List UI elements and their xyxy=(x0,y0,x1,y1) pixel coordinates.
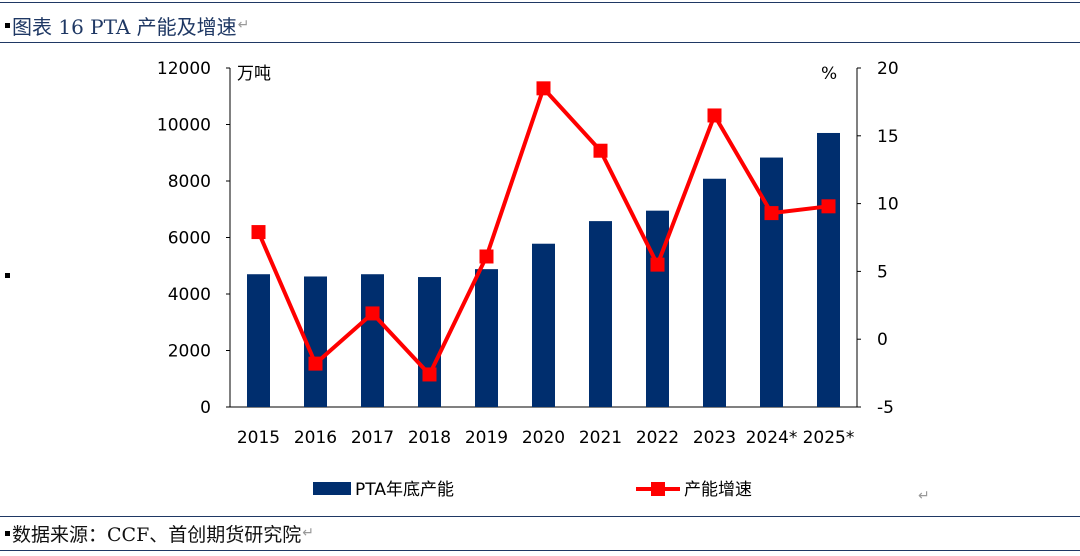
left-tick-label: 10000 xyxy=(157,116,211,136)
line-marker xyxy=(308,356,323,371)
line-marker xyxy=(536,81,551,96)
bar-capacity xyxy=(817,132,840,407)
x-tick-label: 2015 xyxy=(237,428,280,448)
x-tick-label: 2021 xyxy=(579,428,622,448)
left-tick-label: 12000 xyxy=(157,59,211,79)
line-marker xyxy=(764,206,779,221)
line-marker xyxy=(593,143,608,158)
x-tick-label: 2024* xyxy=(746,428,798,448)
line-marker xyxy=(707,108,722,123)
bar-capacity xyxy=(304,276,327,407)
bar-capacity xyxy=(361,274,384,407)
legend-swatch-marker xyxy=(651,482,665,496)
legend-label-line: 产能增速 xyxy=(684,480,752,500)
figure-title-bar: 图表 16 PTA 产能及增速 ↵ xyxy=(0,8,1080,42)
line-marker xyxy=(650,257,665,272)
right-tick-label: 20 xyxy=(877,59,899,79)
line-marker xyxy=(821,199,836,214)
bar-capacity xyxy=(589,221,612,407)
line-marker xyxy=(365,306,380,321)
right-tick-label: -5 xyxy=(877,398,894,418)
x-tick-label: 2022 xyxy=(636,428,679,448)
line-marker xyxy=(251,225,266,240)
paragraph-mark-icon: ↵ xyxy=(237,17,250,33)
x-tick-label: 2017 xyxy=(351,428,394,448)
source-bar: 数据来源：CCF、首创期货研究院 ↵ xyxy=(0,518,1080,548)
legend-swatch-bar xyxy=(313,482,351,495)
right-tick-label: 10 xyxy=(877,195,899,215)
x-tick-label: 2016 xyxy=(294,428,337,448)
paragraph-bullet xyxy=(5,273,10,278)
bar-capacity xyxy=(247,274,270,407)
x-tick-label: 2018 xyxy=(408,428,451,448)
paragraph-mark-icon: ↵ xyxy=(918,488,930,504)
source-bullet xyxy=(5,530,10,536)
left-tick-label: 4000 xyxy=(168,285,211,305)
top-rule xyxy=(0,2,1080,3)
x-tick-label: 2023 xyxy=(693,428,736,448)
figure-title: 图表 16 PTA 产能及增速 xyxy=(12,14,237,39)
x-tick-label: 2025* xyxy=(803,428,855,448)
left-tick-label: 2000 xyxy=(168,342,211,362)
title-bullet xyxy=(5,22,10,28)
bar-capacity xyxy=(475,269,498,407)
left-tick-label: 6000 xyxy=(168,229,211,249)
line-marker xyxy=(479,249,494,264)
x-tick-label: 2020 xyxy=(522,428,565,448)
line-marker xyxy=(422,367,437,382)
title-underline xyxy=(0,42,1080,43)
right-tick-label: 15 xyxy=(877,127,899,147)
bar-capacity xyxy=(418,277,441,407)
source-top-rule xyxy=(0,516,1080,517)
paragraph-mark-icon: ↵ xyxy=(302,525,314,541)
source-note: 数据来源：CCF、首创期货研究院 xyxy=(12,523,302,546)
chart: 0 2000 4000 6000 8000 10000 12000 -5 0 5 10 15 20 万吨%… xyxy=(157,59,899,500)
bar-capacity xyxy=(532,243,555,407)
left-tick-label: 0 xyxy=(200,398,211,418)
left-axis-unit-label: 万吨 xyxy=(237,64,271,84)
bar-capacity xyxy=(703,178,726,407)
bottom-rule xyxy=(0,550,1080,551)
right-axis-unit-label: % xyxy=(821,64,837,84)
right-tick-label: 5 xyxy=(877,262,888,282)
bar-capacity xyxy=(760,157,783,407)
x-tick-label: 2019 xyxy=(465,428,508,448)
legend-label-bar: PTA年底产能 xyxy=(355,480,454,500)
right-tick-label: 0 xyxy=(877,330,888,350)
left-tick-label: 8000 xyxy=(168,172,211,192)
